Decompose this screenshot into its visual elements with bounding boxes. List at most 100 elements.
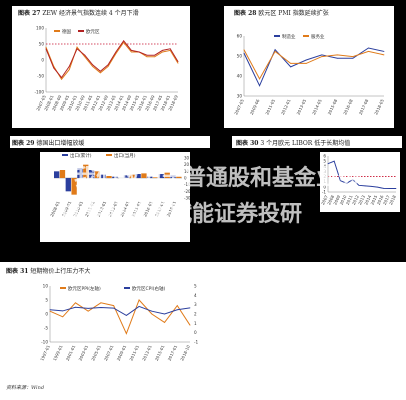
x-tick-label: 2017-01 <box>167 344 179 362</box>
legend-swatch <box>78 30 84 32</box>
x-tick-label: 2015 <box>370 194 379 206</box>
y2-tick-label: 4 <box>194 293 197 298</box>
x-tick-label: 2011-05 <box>82 94 94 112</box>
data-point <box>100 302 102 304</box>
data-point <box>123 42 125 43</box>
bar <box>94 171 101 178</box>
caption-28-number: 图表 28 <box>234 10 257 17</box>
data-point <box>115 51 117 53</box>
x-tick-label: 2014-09 <box>121 94 133 112</box>
x-tick-label: 2013-01 <box>141 344 153 362</box>
data-point <box>45 48 47 50</box>
data-point <box>68 66 70 67</box>
y-tick-label: 0 <box>41 58 44 63</box>
x-tick-label: 2008-01 <box>49 200 61 218</box>
y-tick-label: 100 <box>36 26 44 31</box>
chart27: 100 50 0 -50 -1002007-052008-012008-092009-0… <box>34 26 179 112</box>
x-tick-label: 2003-01 <box>77 344 89 362</box>
caption-29-title: 德国出口增幅放缓 <box>36 140 85 147</box>
bar <box>135 174 141 178</box>
y2-tick-label: -1 <box>194 340 199 345</box>
data-point <box>290 66 292 68</box>
watermark-line-1: 我们致力于普通股和基金业务 <box>74 166 361 191</box>
caption-30-number: 图表 30 <box>236 140 259 147</box>
bar <box>164 172 170 178</box>
data-point <box>377 186 378 188</box>
caption-29-number: 图表 29 <box>12 140 35 147</box>
y-tick-label: 5 <box>323 159 326 164</box>
data-point <box>352 57 354 59</box>
x-tick-label: 2016-01 <box>136 94 148 112</box>
x-tick-label: 2008 <box>326 194 335 206</box>
data-point <box>383 188 385 189</box>
y-tick-label: 4 <box>323 164 326 169</box>
caption-31-number: 图表 31 <box>6 268 29 275</box>
data-point <box>62 310 64 312</box>
x-tick-label: 2012 <box>351 194 360 206</box>
legend-swatch <box>303 35 309 37</box>
y-tick-label: 30 <box>184 156 190 161</box>
x-tick-label: 2007-05 <box>233 98 245 116</box>
data-point <box>146 56 148 58</box>
data-point <box>99 70 101 72</box>
data-point <box>290 63 292 64</box>
data-point <box>321 54 323 56</box>
legend-swatch <box>106 154 112 156</box>
bar <box>83 164 89 178</box>
data-point <box>92 66 93 67</box>
y-tick-label: -10 <box>41 340 48 345</box>
x-tick-label: 2009-01 <box>61 200 73 218</box>
x-tick-label: 2013 <box>357 194 366 206</box>
data-point <box>358 184 360 186</box>
data-point <box>154 54 156 56</box>
y-tick-label: -20 <box>184 189 190 194</box>
data-point <box>383 54 385 56</box>
series-line <box>327 160 397 190</box>
y-tick-label: 40 <box>237 74 243 79</box>
data-point <box>305 59 307 61</box>
x-tick-label: 2010 <box>339 194 348 206</box>
data-point <box>176 305 178 306</box>
data-point <box>169 50 171 51</box>
x-tick-label: 2017-05 <box>152 94 164 112</box>
bar <box>106 176 112 178</box>
series-line <box>243 49 385 80</box>
y-tick-label: 0 <box>184 176 187 181</box>
data-point <box>61 78 62 80</box>
x-tick-label: 2011-01 <box>128 344 140 362</box>
data-point <box>364 185 366 187</box>
data-point <box>189 324 191 326</box>
series-line <box>45 41 179 81</box>
x-tick-label: 2018-01 <box>160 94 172 112</box>
x-tick-label: 2013-01 <box>107 200 119 218</box>
y-tick-label: 0 <box>45 312 48 317</box>
data-point <box>100 307 102 308</box>
bar <box>170 175 176 178</box>
y-tick-label: 6 <box>323 154 326 159</box>
bar <box>88 170 95 178</box>
series-line <box>243 47 385 87</box>
series-line <box>49 299 191 335</box>
x-tick-label: 1999-01 <box>52 344 64 362</box>
data-point <box>259 85 260 87</box>
x-tick-label: 2014-05 <box>311 98 323 116</box>
data-point <box>189 307 191 309</box>
x-tick-label: 2016-01 <box>142 200 154 218</box>
y2-tick-label: 3 <box>194 302 197 307</box>
x-tick-label: 2010-01 <box>72 200 84 218</box>
legend-swatch <box>274 35 280 37</box>
legend-label: 欧元区CPI(右轴) <box>132 285 165 292</box>
data-point <box>368 51 369 52</box>
chart31-panel: 图表 31 短期物价上行压力不大 10 5 0 -5 -10 1997-01 1999-01… <box>0 262 406 400</box>
x-tick-label: 2015-05 <box>128 94 140 112</box>
data-point <box>76 48 78 50</box>
bar <box>59 170 66 178</box>
data-point <box>321 56 323 57</box>
data-point <box>84 56 86 58</box>
legend-label: 制造业 <box>282 33 296 40</box>
x-tick-label: 2008-09 <box>51 94 63 112</box>
data-point <box>176 309 178 311</box>
data-point <box>107 64 109 66</box>
y-tick-label: 10 <box>43 284 49 289</box>
legend-swatch <box>62 154 68 156</box>
